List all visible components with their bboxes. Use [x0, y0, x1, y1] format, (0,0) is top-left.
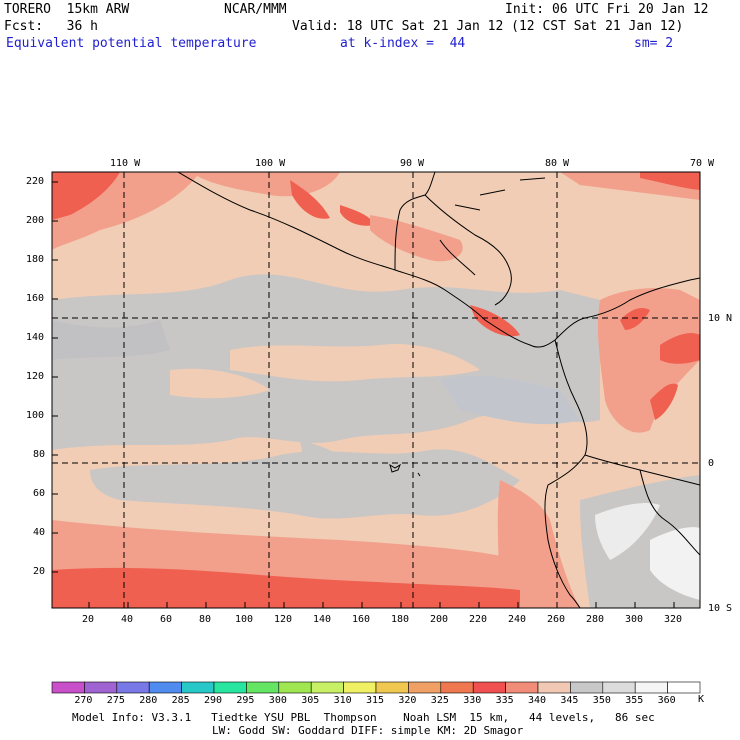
- colorbar-unit: K: [698, 694, 705, 705]
- colorbar-label: 300: [268, 695, 287, 706]
- frame-ticks: [52, 181, 675, 608]
- colorbar-label: 310: [333, 695, 352, 706]
- colorbar-label: 325: [430, 695, 449, 706]
- x-label: 20: [82, 614, 95, 625]
- lat-label-10s: 10 S: [708, 603, 733, 614]
- x-label: 240: [508, 614, 527, 625]
- colorbar: [51, 681, 701, 694]
- lat-label-0: 0: [708, 458, 715, 469]
- colorbar-label: 340: [528, 695, 547, 706]
- x-label: 260: [547, 614, 566, 625]
- map-frame: [51, 171, 701, 609]
- colorbar-label: 320: [398, 695, 417, 706]
- x-label: 160: [352, 614, 371, 625]
- colorbar-swatch: [278, 681, 312, 694]
- colorbar-label: 355: [625, 695, 644, 706]
- init-time: Init: 06 UTC Fri 20 Jan 12: [505, 2, 709, 17]
- colorbar-swatch: [537, 681, 571, 694]
- model-info: Model Info: V3.3.1 Tiedtke YSU PBL Thomp…: [72, 711, 655, 724]
- coastlines: [177, 171, 701, 609]
- colorbar-label: 305: [301, 695, 320, 706]
- colorbar-swatch: [213, 681, 247, 694]
- colorbar-swatch: [84, 681, 118, 694]
- colorbar-label: 345: [560, 695, 579, 706]
- lon-label-70w: 70 W: [690, 158, 715, 169]
- colorbar-swatch: [51, 681, 85, 694]
- colorbar-swatch: [472, 681, 506, 694]
- y-label: 220: [26, 176, 45, 187]
- x-label: 120: [274, 614, 293, 625]
- field-name: Equivalent potential temperature: [6, 36, 257, 51]
- colorbar-swatch: [310, 681, 344, 694]
- x-label: 100: [235, 614, 254, 625]
- colorbar-label: 350: [592, 695, 611, 706]
- lon-label-80w: 80 W: [545, 158, 570, 169]
- colorbar-label: 315: [366, 695, 385, 706]
- colorbar-swatch: [116, 681, 150, 694]
- physics-info: LW: Godd SW: Goddard DIFF: simple KM: 2D…: [212, 724, 524, 737]
- x-label: 200: [430, 614, 449, 625]
- y-label: 100: [26, 410, 45, 421]
- field-shading: [52, 172, 700, 608]
- colorbar-label: 275: [106, 695, 125, 706]
- colorbar-label: 360: [657, 695, 676, 706]
- colorbar-label: 295: [236, 695, 255, 706]
- x-label: 40: [121, 614, 134, 625]
- colorbar-swatch: [667, 681, 701, 694]
- colorbar-swatch: [505, 681, 539, 694]
- x-label: 80: [199, 614, 212, 625]
- colorbar-label: 330: [463, 695, 482, 706]
- valid-time: Valid: 18 UTC Sat 21 Jan 12 (12 CST Sat …: [292, 19, 684, 34]
- lat-label-10n: 10 N: [708, 313, 733, 324]
- colorbar-label: 280: [139, 695, 158, 706]
- y-label: 20: [33, 566, 46, 577]
- x-label: 140: [313, 614, 332, 625]
- model-title: TORERO 15km ARW: [4, 2, 130, 17]
- x-label: 300: [625, 614, 644, 625]
- smoothing-label: sm= 2: [634, 36, 674, 51]
- y-label: 40: [33, 527, 46, 538]
- colorbar-swatch: [375, 681, 409, 694]
- colorbar-label: 285: [171, 695, 190, 706]
- x-label: 280: [586, 614, 605, 625]
- colorbar-swatch: [634, 681, 668, 694]
- y-label: 120: [26, 371, 45, 382]
- colorbar-swatch: [408, 681, 442, 694]
- colorbar-swatch: [440, 681, 474, 694]
- x-label: 320: [664, 614, 683, 625]
- colorbar-label: 270: [74, 695, 93, 706]
- y-label: 200: [26, 215, 45, 226]
- y-label: 160: [26, 293, 45, 304]
- colorbar-swatch: [602, 681, 636, 694]
- center-label: NCAR/MMM: [224, 2, 287, 17]
- lon-label-110w: 110 W: [110, 158, 141, 169]
- colorbar-swatch: [148, 681, 182, 694]
- x-label: 60: [160, 614, 173, 625]
- lon-label-100w: 100 W: [255, 158, 286, 169]
- colorbar-swatch: [181, 681, 215, 694]
- lon-label-90w: 90 W: [400, 158, 425, 169]
- y-label: 80: [33, 449, 46, 460]
- colorbar-label: 335: [495, 695, 514, 706]
- colorbar-swatch: [246, 681, 280, 694]
- x-label: 220: [469, 614, 488, 625]
- colorbar-swatch: [570, 681, 604, 694]
- colorbar-swatch: [343, 681, 377, 694]
- y-label: 140: [26, 332, 45, 343]
- x-label: 180: [391, 614, 410, 625]
- graticule: [52, 172, 700, 608]
- forecast-hour: Fcst: 36 h: [4, 19, 98, 34]
- y-label: 180: [26, 254, 45, 265]
- y-label: 60: [33, 488, 46, 499]
- colorbar-label: 290: [204, 695, 223, 706]
- level-label: at k-index = 44: [340, 36, 466, 51]
